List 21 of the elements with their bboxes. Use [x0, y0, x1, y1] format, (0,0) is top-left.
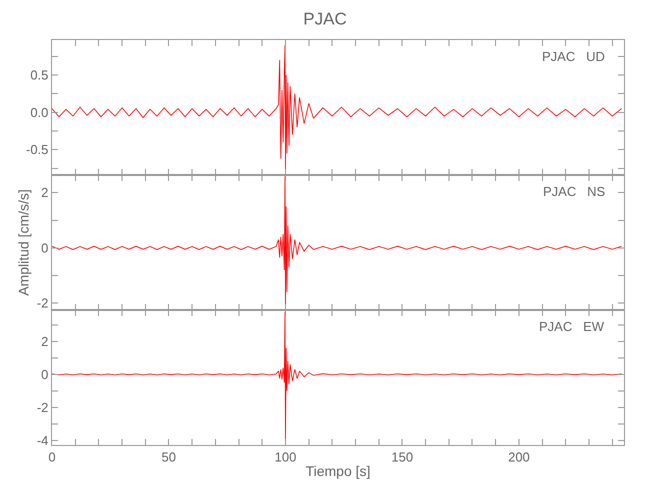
y-tick-label: -2	[36, 400, 48, 415]
x-tick-label: 200	[508, 450, 530, 465]
x-tick-label: 50	[161, 450, 176, 465]
y-axis-title: Amplitud [cm/s/s]	[15, 189, 32, 296]
annotation: PJAC NS	[543, 184, 606, 199]
line-series	[52, 44, 622, 171]
x-tick-label: 100	[274, 450, 296, 465]
y-tick-label: -0.5	[26, 142, 48, 158]
y-tick-label: 2	[41, 334, 48, 349]
chart-title: PJAC	[303, 9, 347, 28]
annotation: PJAC EW	[539, 319, 605, 334]
y-tick-label: 2	[41, 185, 48, 200]
x-tick-label: 150	[391, 450, 414, 465]
x-axis-title: Tiempo [s]	[306, 462, 370, 479]
y-tick-label: 0	[41, 240, 48, 256]
y-tick-label: 0.0	[30, 104, 48, 120]
y-tick-label: 0	[41, 366, 48, 382]
y-tick-label: 0.5	[30, 68, 48, 83]
y-tick-label: -2	[36, 296, 48, 311]
y-tick-label: -4	[36, 432, 48, 448]
annotation: PJAC UD	[542, 49, 605, 64]
